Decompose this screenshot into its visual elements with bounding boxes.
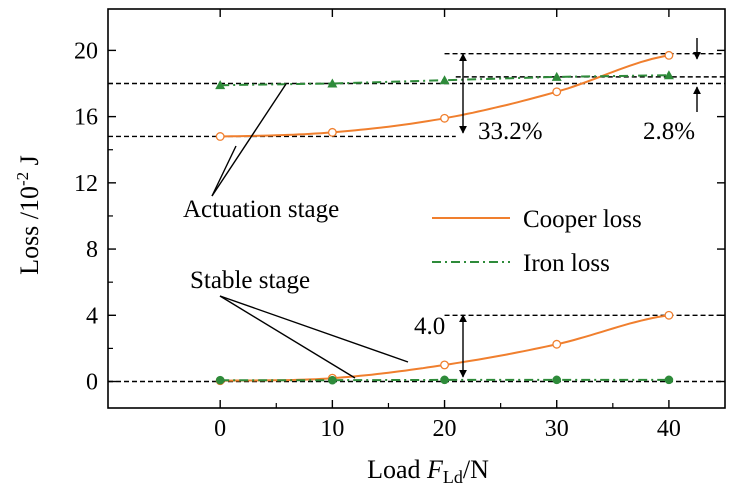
data-point — [552, 87, 562, 97]
data-point — [215, 132, 225, 141]
series-line — [220, 74, 669, 87]
data-point — [664, 310, 674, 320]
stable-leader-1 — [219, 295, 409, 363]
x-axis-title: Load FLd/N — [367, 455, 489, 487]
x-tick-label: 40 — [657, 416, 681, 442]
data-point — [552, 339, 562, 349]
data-point — [215, 80, 226, 90]
y-tick-label: 0 — [86, 370, 98, 396]
series-actuation-iron — [215, 70, 674, 90]
x-tick-label: 10 — [320, 416, 344, 442]
x-tick-label: 0 — [214, 416, 226, 442]
series-stable-iron — [215, 375, 674, 385]
data-point — [327, 127, 337, 137]
series-actuation-cooper — [215, 50, 674, 141]
x-tick-label: 30 — [545, 416, 569, 442]
y-tick-label: 12 — [74, 171, 98, 197]
stable-stage-label: Stable stage — [190, 267, 310, 294]
data-point — [440, 360, 449, 370]
reference-lines — [108, 53, 725, 383]
series-line — [220, 54, 670, 138]
data-point — [663, 70, 674, 80]
val-4-0-label: 4.0 — [414, 313, 445, 340]
stable-leader-2 — [219, 295, 356, 379]
pct-33-2-label: 33.2% — [478, 118, 543, 145]
data-point — [552, 375, 562, 385]
y-axis-title: Loss /10-2 J — [13, 155, 44, 275]
data-point — [551, 71, 562, 81]
y-tick-label: 20 — [74, 38, 98, 64]
pct-2-8-label: 2.8% — [643, 118, 695, 145]
data-point — [440, 375, 449, 385]
data-point — [328, 375, 337, 385]
data-point — [664, 375, 674, 385]
series-layer — [215, 50, 674, 386]
annotation-leaders — [211, 38, 701, 379]
data-point — [439, 75, 450, 85]
y-tick-label: 4 — [86, 303, 98, 329]
actuation-stage-label: Actuation stage — [183, 196, 339, 223]
x-tick-label: 20 — [433, 416, 457, 442]
y-tick-label: 16 — [74, 105, 98, 131]
data-point — [327, 78, 338, 88]
data-point — [664, 50, 674, 60]
data-point — [215, 375, 225, 385]
actuation-leader-2 — [211, 145, 237, 197]
y-tick-label: 8 — [86, 237, 98, 263]
plot-frame — [107, 8, 726, 409]
axes: 0 10 20 30 40 0 4 8 12 16 20 — [74, 8, 726, 442]
actuation-leader-1 — [211, 83, 287, 197]
data-point — [440, 113, 449, 123]
legend: Cooper loss Iron loss — [432, 206, 642, 277]
legend-label-cooper: Cooper loss — [523, 206, 642, 233]
legend-label-iron: Iron loss — [523, 250, 610, 277]
